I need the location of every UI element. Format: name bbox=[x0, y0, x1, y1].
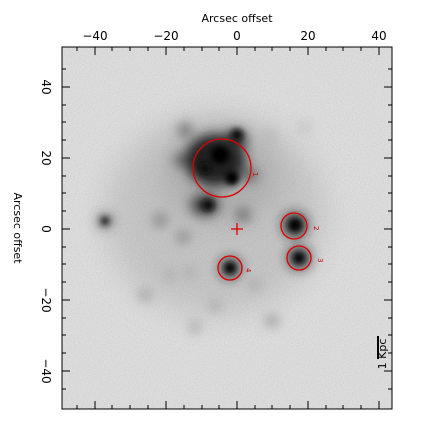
left-axis-title: Arcsec offset bbox=[11, 192, 24, 264]
region-circle-2 bbox=[280, 212, 308, 240]
top-axis-title: Arcsec offset bbox=[201, 12, 273, 25]
minor-ticks bbox=[76, 47, 362, 409]
region-label-3: 3 bbox=[316, 258, 324, 262]
y-tick-label: −40 bbox=[39, 358, 53, 383]
region-label-1: 1 bbox=[251, 172, 259, 176]
y-tick-label: 20 bbox=[39, 150, 53, 165]
galaxy-image bbox=[62, 47, 392, 409]
region-circle-4 bbox=[217, 255, 243, 281]
region-label-4: 4 bbox=[244, 268, 252, 273]
top-axis-ticks bbox=[94, 47, 380, 409]
center-cross-marker bbox=[231, 223, 243, 235]
scale-bar-label: 1 Kpc bbox=[376, 339, 389, 370]
y-tick-label: 40 bbox=[39, 79, 53, 94]
y-tick-label: −20 bbox=[39, 287, 53, 312]
x-tick-label: −40 bbox=[82, 29, 107, 43]
left-axis-ticks bbox=[62, 86, 392, 372]
x-tick-label: −20 bbox=[153, 29, 178, 43]
x-tick-label: 20 bbox=[300, 29, 315, 43]
region-circle-1 bbox=[192, 138, 252, 198]
y-tick-label: 0 bbox=[39, 225, 53, 233]
region-annotations bbox=[192, 138, 312, 281]
x-tick-label: 0 bbox=[233, 29, 241, 43]
x-tick-label: 40 bbox=[371, 29, 386, 43]
region-circle-3 bbox=[286, 245, 312, 271]
region-label-2: 2 bbox=[312, 226, 320, 230]
plot-frame bbox=[61, 46, 393, 410]
left-minor-ticks bbox=[62, 68, 392, 390]
